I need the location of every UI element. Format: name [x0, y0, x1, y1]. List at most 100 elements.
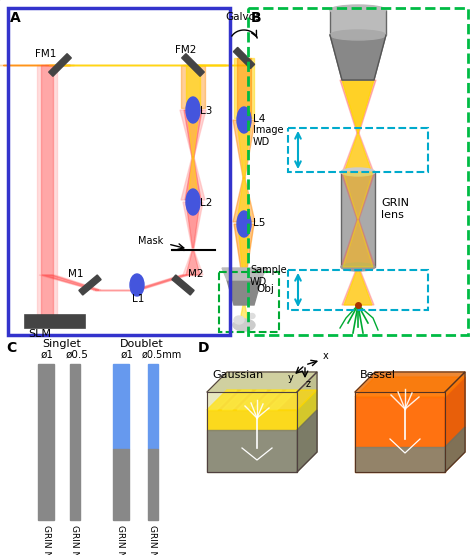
Polygon shape [180, 110, 206, 157]
Text: GRIN No. 5: GRIN No. 5 [148, 525, 157, 555]
Text: Galvos: Galvos [225, 12, 261, 22]
Polygon shape [182, 54, 204, 77]
Text: L1: L1 [132, 294, 145, 304]
Text: A: A [10, 11, 21, 25]
Polygon shape [135, 275, 187, 290]
Polygon shape [237, 178, 251, 222]
Text: Singlet: Singlet [43, 339, 82, 349]
Polygon shape [341, 219, 375, 267]
Polygon shape [148, 449, 158, 520]
Polygon shape [183, 250, 203, 275]
Polygon shape [355, 392, 445, 472]
Polygon shape [238, 224, 250, 283]
Polygon shape [343, 219, 373, 267]
Polygon shape [342, 267, 374, 305]
Polygon shape [344, 133, 372, 173]
Text: Obj: Obj [256, 284, 274, 294]
Polygon shape [113, 364, 129, 449]
Polygon shape [237, 58, 251, 118]
Polygon shape [355, 447, 445, 472]
Polygon shape [355, 372, 465, 392]
Polygon shape [297, 372, 317, 472]
Ellipse shape [330, 5, 386, 15]
Polygon shape [344, 267, 372, 305]
Polygon shape [70, 364, 80, 520]
Bar [248, 8, 468, 335]
Bar [219, 272, 279, 332]
Polygon shape [445, 427, 465, 472]
Polygon shape [222, 268, 266, 280]
Polygon shape [184, 110, 202, 157]
Bar [288, 270, 428, 310]
Text: C: C [6, 341, 16, 355]
Polygon shape [207, 372, 317, 392]
Polygon shape [188, 157, 198, 200]
Polygon shape [233, 47, 255, 69]
Polygon shape [342, 133, 374, 173]
Text: FM1: FM1 [35, 49, 56, 59]
Ellipse shape [186, 97, 200, 123]
Text: x: x [323, 351, 329, 361]
Text: Doublet: Doublet [120, 339, 164, 349]
Bar [330, 10, 386, 35]
Text: FM2: FM2 [175, 45, 196, 55]
Polygon shape [445, 372, 465, 472]
Ellipse shape [249, 314, 255, 319]
Polygon shape [42, 275, 99, 290]
Ellipse shape [234, 316, 244, 324]
Text: ø1: ø1 [120, 350, 134, 360]
Polygon shape [343, 172, 373, 219]
Polygon shape [39, 275, 101, 290]
Text: Sample
WD: Sample WD [250, 265, 287, 287]
Polygon shape [172, 275, 194, 295]
Polygon shape [233, 120, 255, 178]
Ellipse shape [186, 189, 200, 215]
Polygon shape [267, 390, 297, 410]
Text: Image
WD: Image WD [253, 125, 283, 147]
Text: ø1: ø1 [40, 350, 54, 360]
Polygon shape [38, 364, 54, 520]
Text: ø0.5: ø0.5 [65, 350, 89, 360]
Polygon shape [355, 397, 445, 447]
Bar [341, 172, 375, 267]
Polygon shape [227, 280, 261, 305]
Polygon shape [41, 65, 53, 320]
Polygon shape [207, 392, 297, 472]
Text: Bessel: Bessel [360, 370, 396, 380]
Ellipse shape [341, 168, 375, 176]
Polygon shape [148, 364, 158, 449]
Text: Mask: Mask [138, 236, 163, 246]
Polygon shape [445, 377, 465, 447]
Text: L2: L2 [200, 198, 212, 208]
Polygon shape [113, 449, 129, 520]
Text: y: y [288, 373, 294, 383]
Polygon shape [341, 172, 375, 219]
Polygon shape [186, 250, 200, 275]
Text: L5: L5 [253, 218, 265, 228]
Polygon shape [207, 390, 317, 410]
Polygon shape [181, 157, 205, 200]
Polygon shape [207, 430, 297, 472]
Text: GRIN No. 4: GRIN No. 4 [117, 525, 126, 555]
Text: M2: M2 [188, 269, 203, 279]
Polygon shape [233, 178, 255, 222]
Polygon shape [181, 65, 205, 108]
Bar [8, 8, 230, 335]
Text: GRIN
lens: GRIN lens [381, 198, 409, 220]
Ellipse shape [237, 107, 251, 133]
Polygon shape [186, 65, 200, 108]
Ellipse shape [130, 274, 144, 296]
Polygon shape [187, 110, 199, 157]
Polygon shape [186, 202, 200, 248]
Polygon shape [234, 224, 254, 283]
Text: GRIN No. 10: GRIN No. 10 [71, 525, 80, 555]
Text: B: B [251, 11, 262, 25]
Polygon shape [239, 305, 249, 326]
Polygon shape [237, 120, 251, 178]
Polygon shape [237, 390, 267, 410]
Text: M1: M1 [68, 269, 83, 279]
Polygon shape [185, 157, 201, 200]
Polygon shape [342, 80, 374, 133]
Polygon shape [207, 390, 237, 410]
Text: SLM: SLM [28, 329, 51, 339]
